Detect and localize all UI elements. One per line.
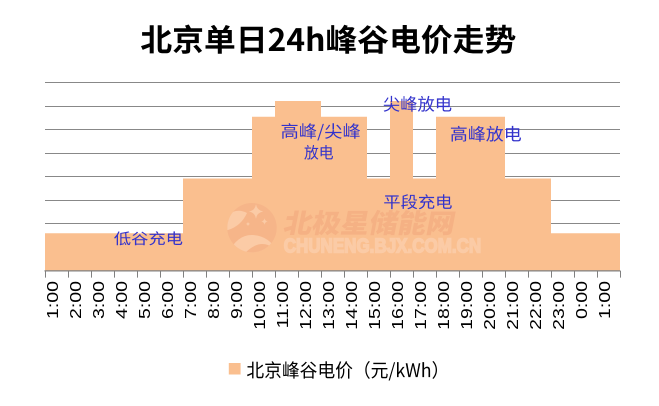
svg-text:13:00: 13:00 bbox=[320, 281, 338, 330]
svg-text:18:00: 18:00 bbox=[435, 281, 453, 330]
svg-text:1:00: 1:00 bbox=[44, 281, 62, 319]
svg-text:14:00: 14:00 bbox=[343, 281, 361, 330]
svg-text:12:00: 12:00 bbox=[297, 281, 315, 330]
svg-text:16:00: 16:00 bbox=[389, 281, 407, 330]
svg-text:15:00: 15:00 bbox=[366, 281, 384, 330]
svg-text:5:00: 5:00 bbox=[136, 281, 154, 319]
svg-text:8:00: 8:00 bbox=[205, 281, 223, 319]
svg-text:10:00: 10:00 bbox=[251, 281, 269, 330]
svg-text:22:00: 22:00 bbox=[527, 281, 545, 330]
svg-text:0:00: 0:00 bbox=[573, 281, 591, 319]
svg-text:11:00: 11:00 bbox=[274, 281, 292, 329]
svg-text:21:00: 21:00 bbox=[504, 281, 522, 330]
svg-text:9:00: 9:00 bbox=[228, 281, 246, 319]
svg-text:17:00: 17:00 bbox=[412, 281, 430, 330]
svg-text:3:00: 3:00 bbox=[90, 281, 108, 319]
svg-text:1:00: 1:00 bbox=[596, 281, 614, 319]
svg-text:CHUNENG.BJX.COM.CN: CHUNENG.BJX.COM.CN bbox=[284, 234, 482, 257]
svg-text:19:00: 19:00 bbox=[458, 281, 476, 330]
svg-text:4:00: 4:00 bbox=[113, 281, 131, 319]
svg-text:23:00: 23:00 bbox=[550, 281, 568, 330]
svg-text:20:00: 20:00 bbox=[481, 281, 499, 330]
svg-text:2:00: 2:00 bbox=[67, 281, 85, 319]
svg-text:7:00: 7:00 bbox=[182, 281, 200, 319]
svg-text:6:00: 6:00 bbox=[159, 281, 177, 319]
